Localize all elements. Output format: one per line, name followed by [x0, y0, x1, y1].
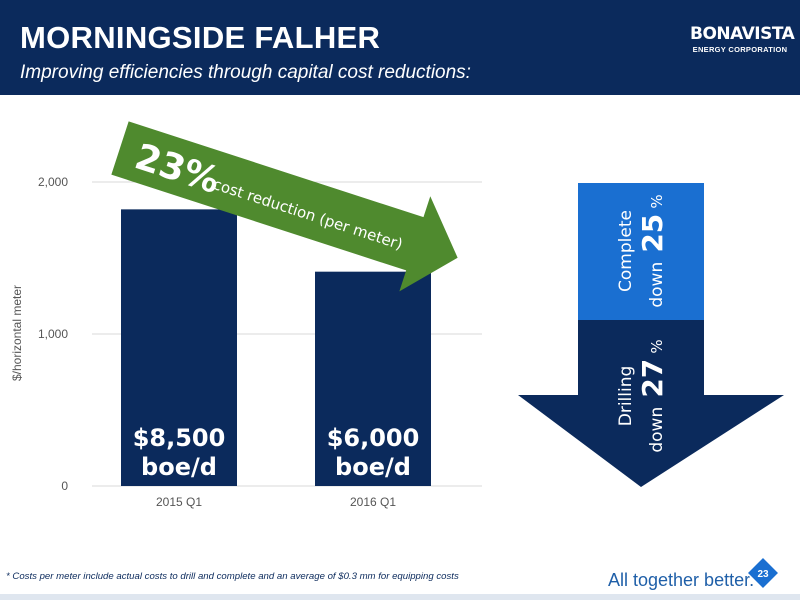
bar: [315, 271, 431, 486]
complete-word: Complete: [616, 210, 636, 292]
drilling-word: Drilling: [616, 366, 636, 427]
x-tick-label: 2016 Q1: [350, 495, 396, 509]
y-tick-label: 1,000: [38, 327, 68, 341]
complete-down-word: down: [647, 262, 667, 308]
y-axis-label: $/horizontal meter: [10, 285, 24, 381]
logo-name: BONAVISTA: [690, 24, 795, 44]
y-tick-label: 0: [61, 479, 68, 493]
page-number-badge: 23: [746, 556, 780, 590]
y-axis-ticks: 0 1,000 2,000: [38, 175, 68, 493]
x-axis-ticks: 2015 Q1 2016 Q1: [156, 495, 396, 509]
header-bar: [0, 0, 800, 95]
y-tick-label: 2,000: [38, 175, 68, 189]
page-subtitle: Improving efficiencies through capital c…: [20, 62, 471, 83]
complete-down-line: down 25 %: [636, 194, 669, 307]
drilling-unit: %: [648, 339, 666, 353]
tagline: All together better.®: [608, 570, 761, 591]
x-tick-label: 2015 Q1: [156, 495, 202, 509]
company-logo: BONAVISTA ENERGY CORPORATION: [690, 24, 795, 54]
cost-reduction-arrow-shape: [111, 121, 458, 292]
page-number-diamond: [746, 556, 780, 590]
complete-box: [578, 183, 704, 320]
page-title: MORNINGSIDE FALHER: [20, 20, 381, 55]
bars: [121, 209, 431, 487]
complete-label-group: Complete: [616, 210, 636, 292]
complete-down-group: down 25 %: [636, 194, 669, 307]
drilling-down-line: down 27 %: [636, 339, 669, 452]
drilling-value: 27: [636, 359, 669, 398]
drilling-down-group: down 27 %: [636, 339, 669, 452]
bottom-rule: [0, 594, 800, 600]
tagline-text: All together better.: [608, 570, 755, 590]
drilling-label-group: Drilling: [616, 366, 636, 427]
complete-value: 25: [636, 214, 669, 253]
footnote: * Costs per meter include actual costs t…: [6, 571, 459, 582]
bar-label-unit: boe/d: [335, 453, 411, 481]
page-number: 23: [757, 569, 769, 580]
drilling-down-word: down: [647, 407, 667, 453]
bar-label-amount: $6,000: [327, 424, 420, 452]
bar-label-amount: $8,500: [133, 424, 226, 452]
logo-subtitle: ENERGY CORPORATION: [692, 45, 788, 54]
bar-label-unit: boe/d: [141, 453, 217, 481]
complete-unit: %: [648, 194, 666, 208]
bar: [121, 209, 237, 487]
drilling-down-arrow: [518, 320, 784, 487]
